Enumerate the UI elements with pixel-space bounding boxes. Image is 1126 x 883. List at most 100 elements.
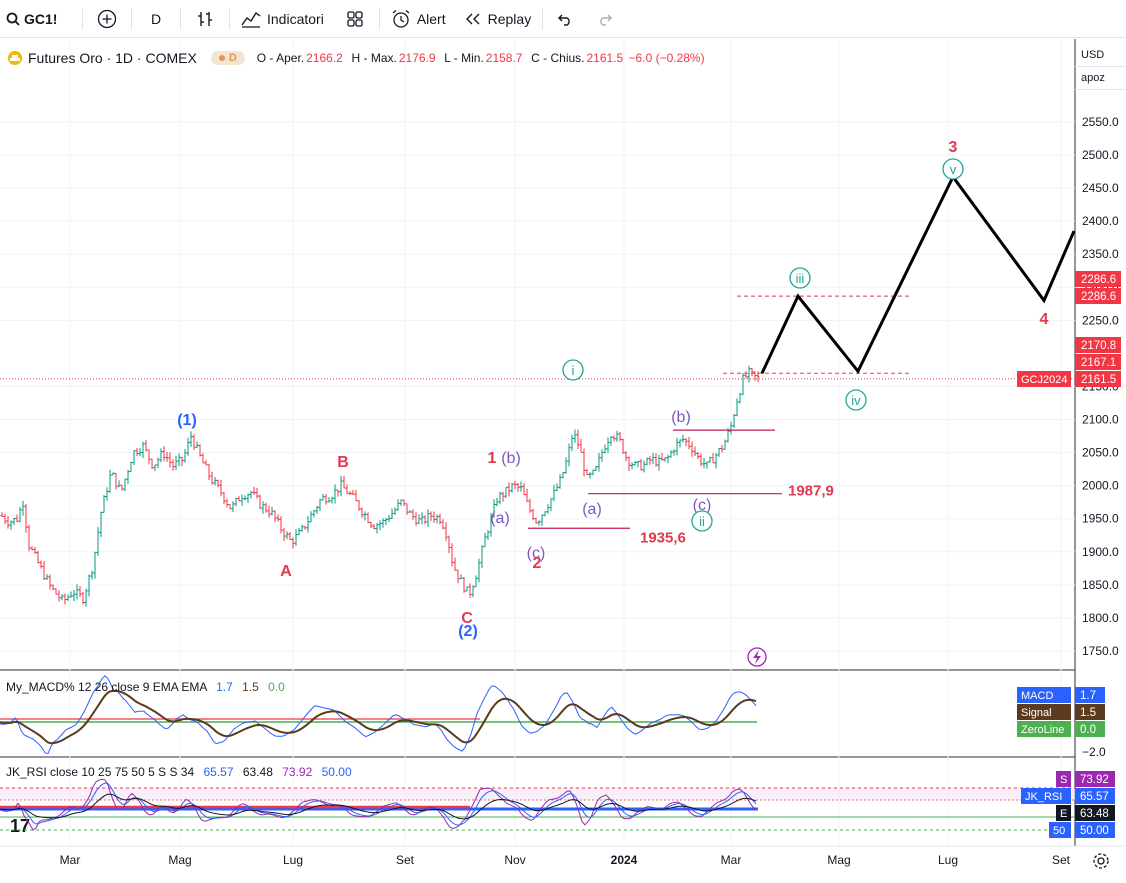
candle [480,545,484,569]
candle [486,530,490,541]
compare-symbol-button[interactable] [85,0,129,38]
candle [570,434,574,452]
candle [270,506,274,516]
candle [294,529,298,546]
macd-tag: Signal [1021,707,1052,719]
candle [363,511,367,521]
chart-canvas[interactable]: 1987,9 1935,6 (1) (2) A B C 1 2 3 4 (a) (b) (c) (a) (b)… [0,39,1126,883]
currency-button[interactable]: USD [1075,44,1126,67]
candle [147,449,151,465]
candle [429,511,433,521]
candle [408,510,412,513]
events-icon [747,647,767,667]
candle [417,514,421,524]
candle [378,520,382,531]
candle [705,461,709,469]
candle [612,435,616,442]
candle [288,532,292,541]
price-scale[interactable]: 1750.0 1800.0 1850.0 1900.0 1950.0 2000.0 2050… [1017,115,1121,838]
candle [462,577,466,593]
candle [609,436,613,447]
macd-value-bg [1075,704,1105,720]
candle [231,501,235,513]
candle [189,431,193,447]
candle [465,586,469,592]
candle [249,490,253,499]
candle [72,589,76,602]
layouts-button[interactable] [333,0,377,38]
candle [279,516,283,534]
candle [57,590,61,602]
replay-button[interactable]: Replay [455,0,541,38]
logo-mark: 17 [10,816,30,836]
candle [627,456,631,472]
scale-mode-button[interactable]: apoz [1075,67,1126,90]
candle [447,535,451,554]
rsi-tag: S [1060,774,1067,786]
time-tick-label: Lug [283,853,303,867]
redo-button[interactable] [585,0,625,38]
level-label: 1987,9 [788,483,834,500]
candle [261,501,265,514]
search-icon [6,12,20,26]
rsi-legend[interactable]: JK_RSI close 10 25 75 50 5 S S 34 65.57 … [6,765,352,779]
wave-label: (a) [490,510,510,527]
candle [654,453,658,467]
candle [297,527,301,536]
macd-value: 1.5 [1080,707,1096,719]
price-tick-label: 2350.0 [1082,247,1119,261]
candle [201,453,205,464]
bar-chart-icon [198,11,212,26]
candle [204,459,208,466]
time-tick-label: 2024 [611,853,638,867]
wave-label: 3 [949,139,958,156]
candle [393,507,397,515]
macd-legend[interactable]: My_MACD% 12 26 close 9 EMA EMA 1.7 1.5 0… [6,680,285,694]
candle [285,531,289,540]
candle [669,450,673,458]
candle [564,457,568,474]
grid-icon [347,10,363,27]
candle [345,484,349,494]
wave-label: (a) [582,501,602,518]
candle [162,446,166,462]
candle [750,368,754,377]
chart-type-button[interactable] [183,0,227,38]
candles [0,365,760,607]
candle [513,480,517,490]
candle [585,468,589,476]
indicators-button[interactable]: Indicatori [232,0,333,38]
macd-tag: MACD [1021,690,1053,702]
wave-label: (c) [693,497,712,514]
candle [615,430,619,442]
macd-name: My_MACD% [6,680,75,694]
macd-value: 1.7 [216,680,233,694]
wave-label: 2 [533,555,542,572]
alert-button[interactable]: Alert [382,0,455,38]
macd-tag-bg [1017,704,1071,720]
candle [222,492,226,504]
symbol-search-button[interactable]: GC1! [0,0,80,38]
undo-button[interactable] [545,0,585,38]
candle [240,494,244,506]
candle [102,494,106,513]
macd-tag-bg [1017,721,1071,737]
rsi-value-bg [1075,805,1115,821]
time-tick-label: Nov [504,853,525,867]
candle [306,515,310,533]
time-axis[interactable]: Mar Mag Lug Set Nov 2024 Mar Mag Lug Set [60,853,1071,867]
candle [738,392,742,404]
candle [426,509,430,528]
candle [630,462,634,470]
candle [258,494,262,509]
interval-button[interactable]: D [134,0,178,38]
candle [336,489,340,497]
candle [396,499,400,511]
chart-settings-button[interactable] [1092,852,1110,875]
delayed-badge[interactable]: D [210,51,245,65]
candle [243,495,247,501]
candle [48,574,52,590]
candle [579,438,583,453]
candle [132,450,136,465]
candle [153,464,157,472]
